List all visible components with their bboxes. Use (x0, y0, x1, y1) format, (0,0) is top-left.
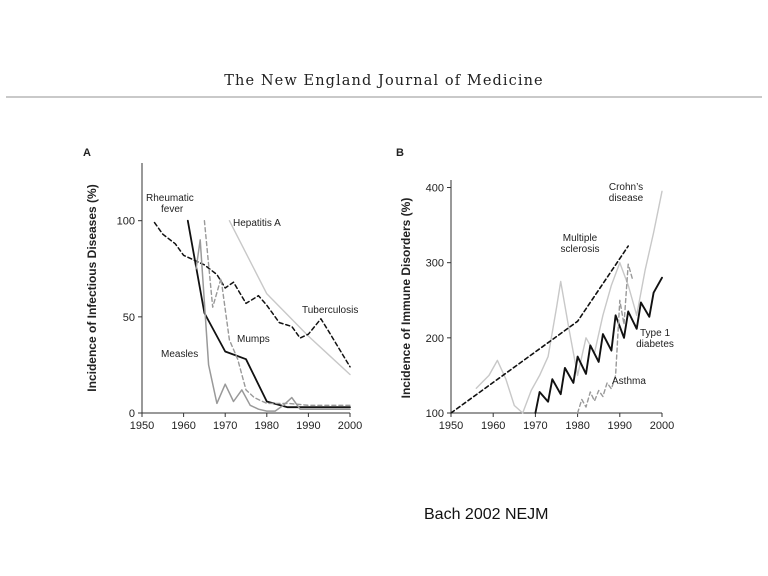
panel-letter: B (396, 147, 404, 159)
x-tick-label: 1990 (296, 420, 320, 432)
series-label-line: Rheumatic (146, 193, 194, 204)
series-label-type-1-diabetes: Type 1 diabetes (636, 328, 674, 350)
series-label-line: Crohn’s (609, 182, 643, 193)
x-tick-label: 1960 (171, 420, 195, 432)
x-tick-label: 1960 (481, 420, 505, 432)
journal-title: The New England Journal of Medicine (224, 73, 544, 89)
series-line-mumps (203, 219, 351, 406)
x-tick-label: 1970 (213, 420, 237, 432)
series-line-tuberculosis (153, 221, 351, 368)
series-label-line: diabetes (636, 339, 674, 350)
series-label-hepatitis-a: Hepatitis A (233, 218, 281, 229)
series-label-line: Type 1 (640, 328, 670, 339)
x-tick-label: 1970 (523, 420, 547, 432)
x-tick-label: 1990 (608, 420, 632, 432)
series-label-line: Asthma (612, 376, 646, 387)
series-label-mumps: Mumps (237, 334, 270, 345)
x-tick-label: 1980 (565, 420, 589, 432)
series-line-measles (195, 239, 351, 412)
series-label-rheumatic-fever: Rheumatic fever (146, 193, 194, 215)
y-tick-label: 200 (426, 333, 444, 345)
y-axis-title: Incidence of Immune Disorders (%) (399, 198, 413, 399)
figure-caption: Bach 2002 NEJM (424, 506, 549, 523)
series-label-line: Hepatitis A (233, 218, 281, 229)
series-line-hepatitis-a (228, 219, 351, 376)
series-label-line: Mumps (237, 334, 270, 345)
series-line-asthma (576, 263, 634, 414)
series-label-crohn-s-disease: Crohn’s disease (609, 182, 644, 204)
y-tick-label: 100 (117, 216, 135, 228)
y-tick-label: 100 (426, 408, 444, 420)
y-tick-label: 300 (426, 258, 444, 270)
panel-letter: A (83, 147, 91, 159)
chart-panel-b: B 1950 1960 1970 1980 1990 2000 100 200 300 400 Inc… (396, 147, 674, 432)
series-label-line: disease (609, 193, 644, 204)
x-tick-label: 2000 (338, 420, 362, 432)
series-label-line: Tuberculosis (302, 305, 358, 316)
series-label-asthma: Asthma (612, 376, 646, 387)
y-tick-label: 50 (123, 312, 135, 324)
x-tick-label: 1950 (439, 420, 463, 432)
series-label-line: Multiple (563, 233, 598, 244)
series-label-measles: Measles (161, 349, 198, 360)
series-label-line: fever (161, 204, 184, 215)
x-tick-label: 1950 (130, 420, 154, 432)
series-label-tuberculosis: Tuberculosis (302, 305, 358, 316)
series-label-line: Measles (161, 349, 198, 360)
series-line-crohn-s-disease (475, 190, 663, 414)
x-tick-label: 1980 (255, 420, 279, 432)
series-label-multiple-sclerosis: Multiple sclerosis (561, 233, 600, 255)
series-line-type-1-diabetes (534, 276, 663, 414)
chart-panel-a: A 1950 1960 1970 1980 1990 2000 0 50 100 Incidence… (83, 147, 362, 432)
series-label-line: sclerosis (561, 244, 600, 255)
series-line-multiple-sclerosis (450, 245, 630, 414)
y-tick-label: 400 (426, 183, 444, 195)
x-tick-label: 2000 (650, 420, 674, 432)
y-axis-title: Incidence of Infectious Diseases (%) (85, 184, 99, 391)
y-tick-label: 0 (129, 408, 135, 420)
header-rule (6, 96, 762, 98)
